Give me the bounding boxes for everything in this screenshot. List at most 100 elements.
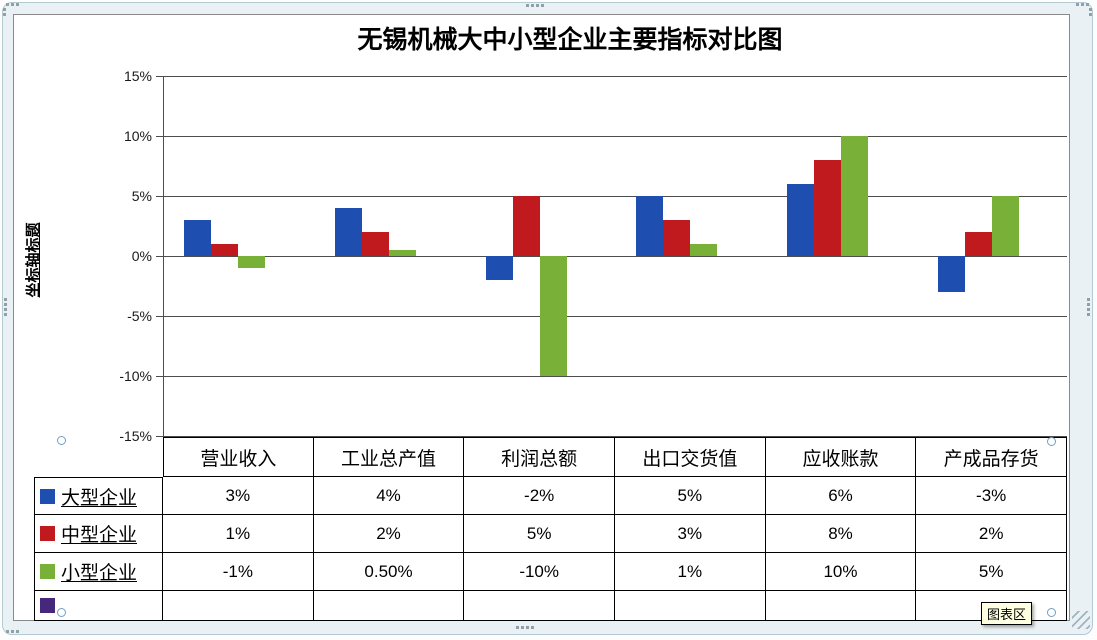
axis-tick bbox=[156, 376, 163, 377]
bar-中型企业-工业总产值[interactable] bbox=[362, 232, 389, 256]
resize-handle-top-right[interactable] bbox=[1076, 3, 1089, 6]
selection-handle-bottom-left[interactable] bbox=[57, 608, 66, 617]
selection-handle-bottom-right[interactable] bbox=[1047, 608, 1056, 617]
value-cell: -10% bbox=[464, 553, 615, 591]
value-cell: 1% bbox=[163, 515, 314, 553]
y-axis-title[interactable]: 坐标轴标题 bbox=[24, 222, 42, 298]
y-tick-label: 0% bbox=[131, 248, 152, 264]
value-cell: 0.50% bbox=[313, 553, 465, 591]
legend-key-icon bbox=[40, 488, 55, 504]
y-tick-label: -10% bbox=[119, 368, 152, 384]
resize-handle-left[interactable] bbox=[4, 298, 7, 316]
value-cell: 3% bbox=[163, 477, 314, 515]
y-tick-label: 10% bbox=[123, 128, 152, 144]
value-cell: -2% bbox=[464, 477, 615, 515]
series-label-cell bbox=[34, 591, 163, 621]
gridline bbox=[163, 196, 1067, 197]
legend-key-icon bbox=[40, 564, 55, 579]
bar-中型企业-产成品存货[interactable] bbox=[965, 232, 992, 256]
selection-handle-top-left[interactable] bbox=[57, 436, 66, 445]
value-cell: 5% bbox=[916, 553, 1067, 591]
gridline bbox=[163, 436, 1067, 437]
resize-handle-top[interactable] bbox=[526, 4, 544, 7]
axis-tick bbox=[156, 256, 163, 257]
series-label-cell: 中型企业 bbox=[34, 515, 163, 553]
value-cell: 5% bbox=[615, 477, 766, 515]
bar-小型企业-营业收入[interactable] bbox=[238, 256, 265, 268]
category-header: 产成品存货 bbox=[916, 437, 1067, 477]
axis-tick bbox=[156, 136, 163, 137]
bar-大型企业-产成品存货[interactable] bbox=[938, 256, 965, 292]
category-header: 出口交货值 bbox=[615, 437, 766, 477]
resize-handle-top-right2[interactable] bbox=[1089, 8, 1092, 16]
value-cell bbox=[765, 591, 917, 621]
axis-tick bbox=[156, 196, 163, 197]
value-cell: 2% bbox=[313, 515, 465, 553]
gridline bbox=[163, 256, 1067, 257]
gridline bbox=[163, 136, 1067, 137]
value-cell: 8% bbox=[765, 515, 917, 553]
value-cell bbox=[464, 591, 615, 621]
bar-大型企业-应收账款[interactable] bbox=[787, 184, 814, 256]
category-header: 应收账款 bbox=[765, 437, 917, 477]
value-cell: 5% bbox=[464, 515, 615, 553]
value-cell: 4% bbox=[313, 477, 465, 515]
resize-handle-right[interactable] bbox=[1087, 298, 1090, 316]
axis-tick bbox=[156, 76, 163, 77]
bar-小型企业-工业总产值[interactable] bbox=[389, 250, 416, 256]
value-cell: 1% bbox=[615, 553, 766, 591]
value-cell: 2% bbox=[916, 515, 1067, 553]
resize-handle-top-left[interactable] bbox=[6, 3, 19, 6]
bar-中型企业-出口交货值[interactable] bbox=[663, 220, 690, 256]
bar-大型企业-营业收入[interactable] bbox=[184, 220, 211, 256]
legend-key-icon bbox=[40, 598, 55, 613]
bar-小型企业-产成品存货[interactable] bbox=[992, 196, 1019, 256]
y-axis-line[interactable] bbox=[163, 76, 164, 436]
series-label-cell: 大型企业 bbox=[34, 477, 163, 515]
value-cell: 6% bbox=[765, 477, 917, 515]
y-tick-label: -5% bbox=[127, 308, 152, 324]
chart-data-table[interactable]: 营业收入 工业总产值 利润总额 出口交货值 应收账款 产成品存货 大型企业 3% 4% -2% 5%… bbox=[34, 437, 1067, 621]
gridline bbox=[163, 376, 1067, 377]
bar-小型企业-利润总额[interactable] bbox=[540, 256, 567, 376]
category-header: 工业总产值 bbox=[313, 437, 465, 477]
y-tick-label: -15% bbox=[119, 428, 152, 444]
bar-小型企业-应收账款[interactable] bbox=[841, 136, 868, 256]
bar-中型企业-营业收入[interactable] bbox=[211, 244, 238, 256]
axis-tick bbox=[156, 436, 163, 437]
resize-handle-top-left2[interactable] bbox=[3, 8, 6, 16]
bar-中型企业-利润总额[interactable] bbox=[513, 196, 540, 256]
value-cell: 10% bbox=[765, 553, 917, 591]
value-cell: -3% bbox=[916, 477, 1067, 515]
series-name: 大型企业 bbox=[61, 486, 138, 509]
category-header: 利润总额 bbox=[464, 437, 615, 477]
bar-大型企业-出口交货值[interactable] bbox=[636, 196, 663, 256]
value-cell bbox=[163, 591, 314, 621]
value-cell bbox=[615, 591, 766, 621]
series-name: 小型企业 bbox=[61, 562, 138, 584]
value-cell: 3% bbox=[615, 515, 766, 553]
chart-area-tooltip: 图表区 bbox=[981, 602, 1033, 625]
resize-handle-bottom-right[interactable] bbox=[1072, 611, 1090, 629]
bar-中型企业-应收账款[interactable] bbox=[814, 160, 841, 256]
value-cell: -1% bbox=[163, 553, 314, 591]
table-corner-cell bbox=[34, 437, 163, 477]
y-tick-label: 15% bbox=[123, 68, 152, 84]
resize-handle-bottom[interactable] bbox=[516, 626, 534, 629]
bar-大型企业-利润总额[interactable] bbox=[486, 256, 513, 280]
gridline bbox=[163, 316, 1067, 317]
chart-title[interactable]: 无锡机械大中小型企业主要指标对比图 bbox=[357, 25, 783, 54]
bar-小型企业-出口交货值[interactable] bbox=[690, 244, 717, 256]
axis-tick bbox=[156, 316, 163, 317]
series-name: 中型企业 bbox=[61, 524, 138, 546]
gridline bbox=[163, 76, 1067, 77]
value-cell bbox=[313, 591, 465, 621]
legend-key-icon bbox=[40, 526, 55, 541]
series-label-cell: 小型企业 bbox=[34, 553, 163, 591]
bar-大型企业-工业总产值[interactable] bbox=[335, 208, 362, 256]
y-tick-label: 5% bbox=[131, 188, 152, 204]
resize-handle-bottom-left[interactable] bbox=[6, 630, 19, 633]
category-header: 营业收入 bbox=[163, 437, 314, 477]
selection-handle-top-right[interactable] bbox=[1047, 437, 1056, 446]
